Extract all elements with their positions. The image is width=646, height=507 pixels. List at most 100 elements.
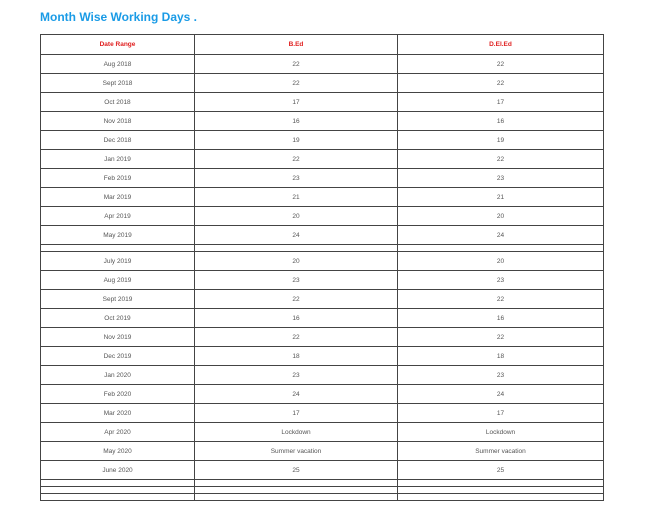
table-row: Feb 2019 23 23 (40, 168, 604, 188)
date-range-cell: Feb 2019 (40, 168, 195, 188)
table-row: Aug 2018 22 22 (40, 54, 604, 74)
header-bed: B.Ed (194, 34, 398, 55)
deled-cell: 22 (397, 149, 604, 169)
bed-cell: 17 (194, 403, 398, 423)
date-range-cell: Apr 2020 (40, 422, 195, 442)
date-range-cell: Aug 2018 (40, 54, 195, 74)
deled-cell: 16 (397, 308, 604, 328)
bed-cell: 22 (194, 149, 398, 169)
date-range-cell: Mar 2019 (40, 187, 195, 207)
bed-cell: 22 (194, 327, 398, 347)
bed-cell: 16 (194, 308, 398, 328)
table-row: Dec 2018 19 19 (40, 130, 604, 150)
bed-cell: 24 (194, 384, 398, 404)
bed-cell: 23 (194, 365, 398, 385)
page-title: Month Wise Working Days . (40, 10, 198, 24)
date-range-cell: May 2019 (40, 225, 195, 245)
date-range-cell: Feb 2020 (40, 384, 195, 404)
table-row: Dec 2019 18 18 (40, 346, 604, 366)
bed-cell: Lockdown (194, 422, 398, 442)
table-row: Jan 2019 22 22 (40, 149, 604, 169)
date-range-cell: Oct 2019 (40, 308, 195, 328)
deled-cell: 22 (397, 54, 604, 74)
date-range-cell: June 2020 (40, 460, 195, 480)
bed-cell: Summer vacation (194, 441, 398, 461)
deled-cell: 25 (397, 460, 604, 480)
header-deled: D.El.Ed (397, 34, 604, 55)
bed-cell: 22 (194, 54, 398, 74)
deled-cell: Lockdown (397, 422, 604, 442)
table-row: May 2020 Summer vacation Summer vacation (40, 441, 604, 461)
table-row: Oct 2019 16 16 (40, 308, 604, 328)
bed-cell: 21 (194, 187, 398, 207)
table-row: Nov 2019 22 22 (40, 327, 604, 347)
table-row: Sept 2019 22 22 (40, 289, 604, 309)
deled-cell (397, 479, 604, 487)
date-range-cell: Sept 2019 (40, 289, 195, 309)
bed-cell: 20 (194, 251, 398, 271)
date-range-cell: Oct 2018 (40, 92, 195, 112)
deled-cell: 17 (397, 403, 604, 423)
table-row: Sept 2018 22 22 (40, 73, 604, 93)
deled-cell (397, 486, 604, 494)
date-range-cell: May 2020 (40, 441, 195, 461)
deled-cell: 20 (397, 251, 604, 271)
date-range-cell: Nov 2019 (40, 327, 195, 347)
table-row: June 2020 25 25 (40, 460, 604, 480)
date-range-cell: Sept 2018 (40, 73, 195, 93)
deled-cell: 16 (397, 111, 604, 131)
deled-cell (397, 493, 604, 501)
table-row: Mar 2020 17 17 (40, 403, 604, 423)
table-row (40, 244, 604, 252)
table-row: Aug 2019 23 23 (40, 270, 604, 290)
table-row: Apr 2020 Lockdown Lockdown (40, 422, 604, 442)
date-range-cell: Nov 2018 (40, 111, 195, 131)
deled-cell: 23 (397, 270, 604, 290)
deled-cell: 19 (397, 130, 604, 150)
date-range-cell: Apr 2019 (40, 206, 195, 226)
deled-cell: 17 (397, 92, 604, 112)
date-range-cell: July 2019 (40, 251, 195, 271)
bed-cell: 23 (194, 270, 398, 290)
deled-cell: 20 (397, 206, 604, 226)
table-row (40, 479, 604, 487)
date-range-cell: Dec 2018 (40, 130, 195, 150)
table-header-row: Date Range B.Ed D.El.Ed (40, 34, 604, 55)
bed-cell: 22 (194, 73, 398, 93)
bed-cell (194, 493, 398, 501)
bed-cell (194, 244, 398, 252)
bed-cell: 24 (194, 225, 398, 245)
date-range-cell (40, 479, 195, 487)
header-date-range: Date Range (40, 34, 195, 55)
table-row: Nov 2018 16 16 (40, 111, 604, 131)
bed-cell: 18 (194, 346, 398, 366)
table-row: July 2019 20 20 (40, 251, 604, 271)
table-row: Apr 2019 20 20 (40, 206, 604, 226)
deled-cell: 24 (397, 384, 604, 404)
table-row: Mar 2019 21 21 (40, 187, 604, 207)
working-days-table: Date Range B.Ed D.El.Ed Aug 2018 22 22 Sept… (40, 34, 604, 501)
table-row (40, 486, 604, 494)
date-range-cell: Jan 2020 (40, 365, 195, 385)
table-row: Jan 2020 23 23 (40, 365, 604, 385)
bed-cell: 22 (194, 289, 398, 309)
bed-cell: 25 (194, 460, 398, 480)
deled-cell (397, 244, 604, 252)
deled-cell: 18 (397, 346, 604, 366)
deled-cell: 22 (397, 289, 604, 309)
bed-cell: 17 (194, 92, 398, 112)
deled-cell: 23 (397, 168, 604, 188)
deled-cell: 21 (397, 187, 604, 207)
deled-cell: 24 (397, 225, 604, 245)
date-range-cell (40, 493, 195, 501)
deled-cell: 22 (397, 73, 604, 93)
bed-cell: 23 (194, 168, 398, 188)
bed-cell: 19 (194, 130, 398, 150)
bed-cell: 20 (194, 206, 398, 226)
table-row (40, 493, 604, 501)
date-range-cell (40, 486, 195, 494)
date-range-cell: Mar 2020 (40, 403, 195, 423)
deled-cell: Summer vacation (397, 441, 604, 461)
date-range-cell: Jan 2019 (40, 149, 195, 169)
date-range-cell: Dec 2019 (40, 346, 195, 366)
